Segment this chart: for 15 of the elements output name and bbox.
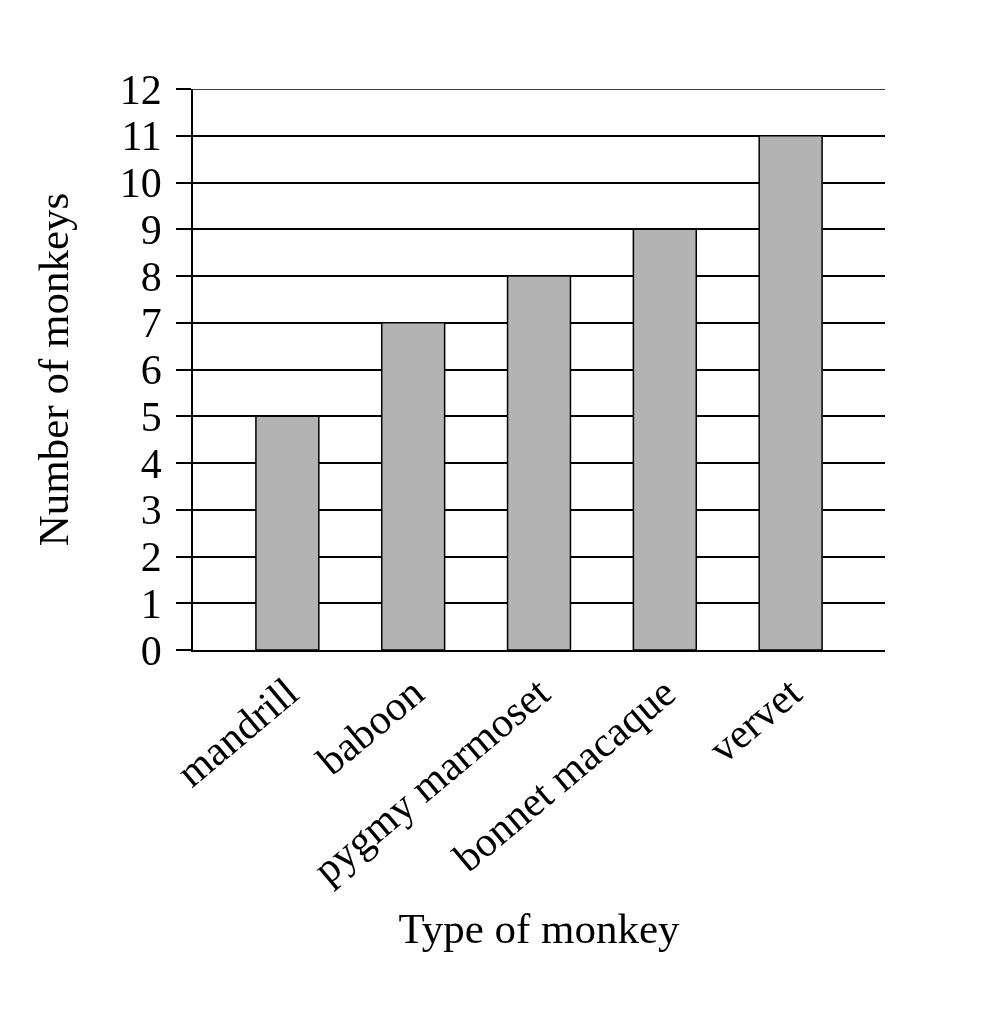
y-tick-label: 4 xyxy=(140,440,162,487)
y-axis-title: Number of monkeys xyxy=(29,192,77,547)
y-tick-label: 7 xyxy=(140,300,162,347)
y-tick-label: 5 xyxy=(140,393,162,440)
y-tick-label: 6 xyxy=(140,347,162,394)
y-tick-label: 1 xyxy=(140,580,162,627)
y-tick-label: 11 xyxy=(121,113,162,160)
y-tick-label: 9 xyxy=(140,206,162,253)
y-tick-label: 12 xyxy=(119,66,162,113)
y-tick-label: 8 xyxy=(140,253,162,300)
y-tick-label: 10 xyxy=(119,160,162,207)
y-tick-label: 0 xyxy=(140,627,162,674)
y-tick-label: 3 xyxy=(140,487,162,534)
y-tick-label: 2 xyxy=(140,534,162,581)
x-axis-title: Type of monkey xyxy=(398,905,681,953)
